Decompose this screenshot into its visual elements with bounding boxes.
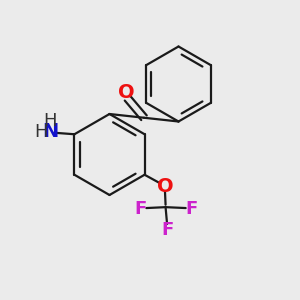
Text: F: F [134,200,146,218]
Text: H: H [44,112,57,130]
Text: N: N [42,122,58,141]
Text: O: O [118,83,134,102]
Text: H: H [34,123,47,141]
Text: F: F [161,221,173,239]
Text: F: F [185,200,198,218]
Text: O: O [157,177,173,196]
